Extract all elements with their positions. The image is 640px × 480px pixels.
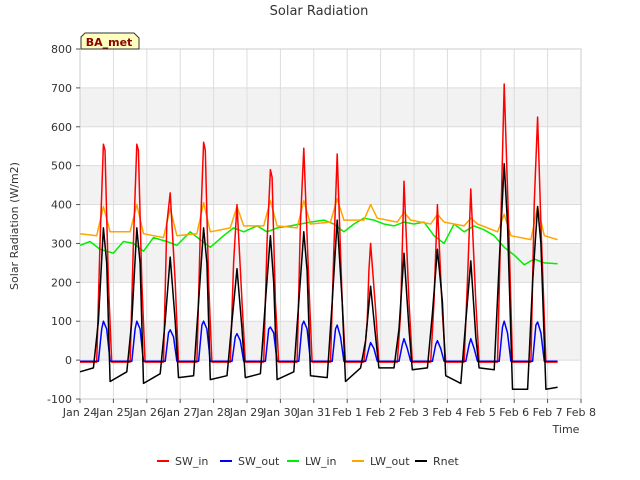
legend-label-rnet: Rnet <box>433 455 459 468</box>
series-line-lw-out <box>79 197 558 241</box>
legend-label-sw-in: SW_in <box>175 455 208 468</box>
badge-label: BA_met <box>86 36 133 49</box>
x-tick-label: Feb 5 <box>466 406 496 419</box>
x-tick-label: Feb 2 <box>366 406 396 419</box>
band <box>80 243 581 283</box>
y-tick-label: 300 <box>51 237 72 250</box>
y-axis-title: Solar Radiation (W/m2) <box>8 162 21 290</box>
x-tick-label: Jan 26 <box>129 406 164 419</box>
legend-label-sw-out: SW_out <box>238 455 280 468</box>
x-tick-label: Jan 30 <box>262 406 297 419</box>
series-line-rnet <box>79 162 558 391</box>
badge-box <box>80 32 140 50</box>
x-tick-label: Feb 4 <box>432 406 462 419</box>
station-badge: BA_met <box>80 32 140 50</box>
y-tick-label: 700 <box>51 82 72 95</box>
legend-label-lw-in: LW_in <box>305 455 337 468</box>
chart-title: Solar Radiation <box>270 4 369 19</box>
x-tick-label: Jan 25 <box>95 406 130 419</box>
y-tick-label: -100 <box>47 393 72 406</box>
x-tick-label: Feb 6 <box>499 406 529 419</box>
band <box>80 87 581 127</box>
x-tick-label: Feb 3 <box>399 406 429 419</box>
x-tick-label: Jan 27 <box>162 406 197 419</box>
x-tick-label: Jan 24 <box>62 406 97 419</box>
legend-label-lw-out: LW_out <box>370 455 410 468</box>
y-tick-label: 400 <box>51 199 72 212</box>
x-tick-label: Feb 1 <box>332 406 362 419</box>
y-tick-label: 200 <box>51 276 72 289</box>
series-layer <box>79 83 558 391</box>
legend: SW_in SW_out LW_in LW_out Rnet <box>157 455 459 468</box>
y-tick-label: 800 <box>51 43 72 56</box>
x-tick-label: Feb 8 <box>566 406 596 419</box>
x-tick-label: Jan 31 <box>296 406 331 419</box>
y-tick-label: 100 <box>51 315 72 328</box>
series-line-sw-in <box>80 83 558 363</box>
series-line-sw-out <box>80 320 558 363</box>
x-axis-title: Time <box>552 423 580 436</box>
y-tick-label: 0 <box>65 354 72 367</box>
y-tick-label: 600 <box>51 121 72 134</box>
x-tick-label: Feb 7 <box>533 406 563 419</box>
x-tick-label: Jan 28 <box>195 406 230 419</box>
y-tick-label: 500 <box>51 160 72 173</box>
x-tick-label: Jan 29 <box>229 406 264 419</box>
band <box>80 165 581 205</box>
plot-frame <box>79 48 582 400</box>
y-axis-ticks: -100 0 100 200 300 400 500 600 700 800 <box>47 43 80 406</box>
